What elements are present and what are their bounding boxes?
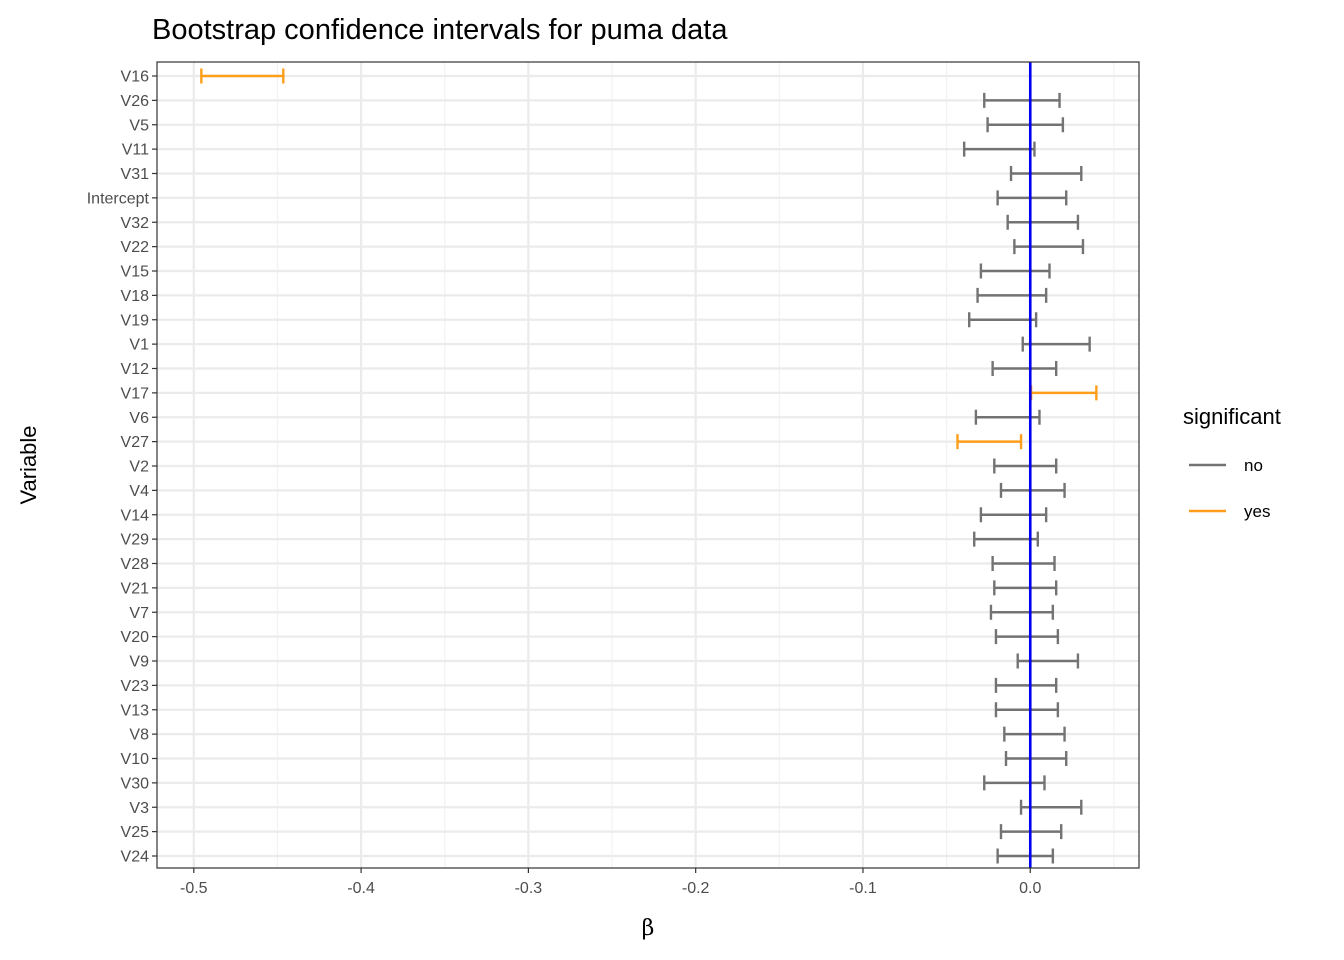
y-tick-label: V21 xyxy=(121,580,150,597)
major-gridlines xyxy=(157,62,1139,868)
y-tick-label: V32 xyxy=(121,215,150,232)
error-bar-V15 xyxy=(979,263,1051,279)
y-tick-label: V30 xyxy=(121,775,150,792)
y-tick-label: V22 xyxy=(121,239,150,256)
y-tick-label: V26 xyxy=(121,93,150,110)
error-bar-V31 xyxy=(1009,166,1083,181)
error-bar-V16 xyxy=(200,68,285,84)
y-tick-label: V13 xyxy=(121,702,150,719)
y-tick-label: V7 xyxy=(129,605,149,622)
error-bar-V22 xyxy=(1013,239,1085,255)
y-tick-label: V27 xyxy=(121,434,150,451)
legend-label-yes: yes xyxy=(1244,502,1270,521)
error-bar-V20 xyxy=(994,629,1060,645)
error-bar-V1 xyxy=(1021,336,1091,352)
x-tick-label: -0.2 xyxy=(682,880,710,897)
y-tick-label: V12 xyxy=(121,361,150,378)
y-tick-label: V16 xyxy=(121,69,150,86)
error-bar-V30 xyxy=(983,775,1046,791)
y-tick-label: Intercept xyxy=(87,190,150,207)
y-tick-label: V19 xyxy=(121,312,150,329)
y-tick-label: V11 xyxy=(122,142,149,159)
legend-title: significant xyxy=(1183,404,1281,429)
y-tick-label: V15 xyxy=(121,264,150,281)
y-tick-label: V20 xyxy=(121,629,150,646)
error-bar-V13 xyxy=(994,702,1060,718)
y-tick-label: V3 xyxy=(129,800,149,817)
error-bar-V24 xyxy=(996,848,1055,864)
x-tick-label: -0.1 xyxy=(849,880,877,897)
x-axis-title: β xyxy=(642,916,655,941)
y-tick-label: V1 xyxy=(129,337,149,354)
error-bar-V2 xyxy=(993,458,1058,474)
y-tick-label: V9 xyxy=(129,654,149,671)
error-bar-V11 xyxy=(962,141,1036,157)
error-bar-V21 xyxy=(993,580,1058,596)
error-bar-V14 xyxy=(979,507,1048,523)
y-tick-label: V4 xyxy=(129,483,149,500)
legend-label-no: no xyxy=(1244,456,1263,475)
error-bar-V32 xyxy=(1006,214,1080,230)
y-tick-label: V6 xyxy=(129,410,149,427)
y-tick-label: V23 xyxy=(121,678,150,695)
y-tick-label: V14 xyxy=(121,507,150,524)
x-tick-label: -0.4 xyxy=(347,880,375,897)
y-tick-label: V29 xyxy=(121,532,150,549)
y-tick-label: V28 xyxy=(121,556,150,573)
plot-panel-border xyxy=(156,61,1140,869)
y-tick-label: V10 xyxy=(121,751,150,768)
y-tick-label: V18 xyxy=(121,288,150,305)
error-bar-V7 xyxy=(989,604,1055,620)
y-tick-label: V8 xyxy=(129,727,149,744)
legend: significant no yes xyxy=(1183,404,1281,521)
chart-title: Bootstrap confidence intervals for puma … xyxy=(152,14,728,46)
error-bar-V19 xyxy=(967,312,1038,328)
error-bar-V23 xyxy=(994,677,1058,693)
y-tick-label: V24 xyxy=(121,849,150,866)
y-axis-title: Variable xyxy=(16,425,41,504)
y-axis: V16 V26 V5 V11 V31 Intercept V32 V22 V15 V18 V19 V1… xyxy=(87,69,157,866)
x-tick-label: -0.3 xyxy=(515,880,543,897)
y-tick-label: V2 xyxy=(129,459,149,476)
error-bar-V5 xyxy=(986,117,1065,133)
error-bar-V29 xyxy=(973,531,1039,547)
error-bar-V4 xyxy=(999,482,1066,498)
y-tick-label: V17 xyxy=(121,385,150,402)
error-bar-V12 xyxy=(991,361,1058,376)
error-bar-V28 xyxy=(991,556,1056,571)
error-bar-V27 xyxy=(956,434,1023,450)
error-bar-Intercept xyxy=(996,190,1068,206)
y-tick-label: V5 xyxy=(129,117,149,134)
error-bar-V10 xyxy=(1004,751,1068,766)
error-bar-V18 xyxy=(976,287,1048,303)
error-bars xyxy=(200,68,1098,864)
x-tick-label: -0.5 xyxy=(180,880,208,897)
error-bar-V6 xyxy=(974,409,1041,425)
x-tick-label: 0.0 xyxy=(1019,880,1041,897)
error-bar-V8 xyxy=(1003,726,1066,742)
x-axis: -0.5 -0.4 -0.3 -0.2 -0.1 0.0 xyxy=(180,868,1041,897)
error-bar-V26 xyxy=(983,92,1061,108)
error-bar-V9 xyxy=(1016,653,1080,669)
y-tick-label: V31 xyxy=(121,166,150,183)
y-tick-label: V25 xyxy=(121,824,150,841)
